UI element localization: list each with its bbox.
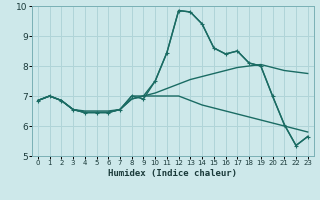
X-axis label: Humidex (Indice chaleur): Humidex (Indice chaleur) (108, 169, 237, 178)
